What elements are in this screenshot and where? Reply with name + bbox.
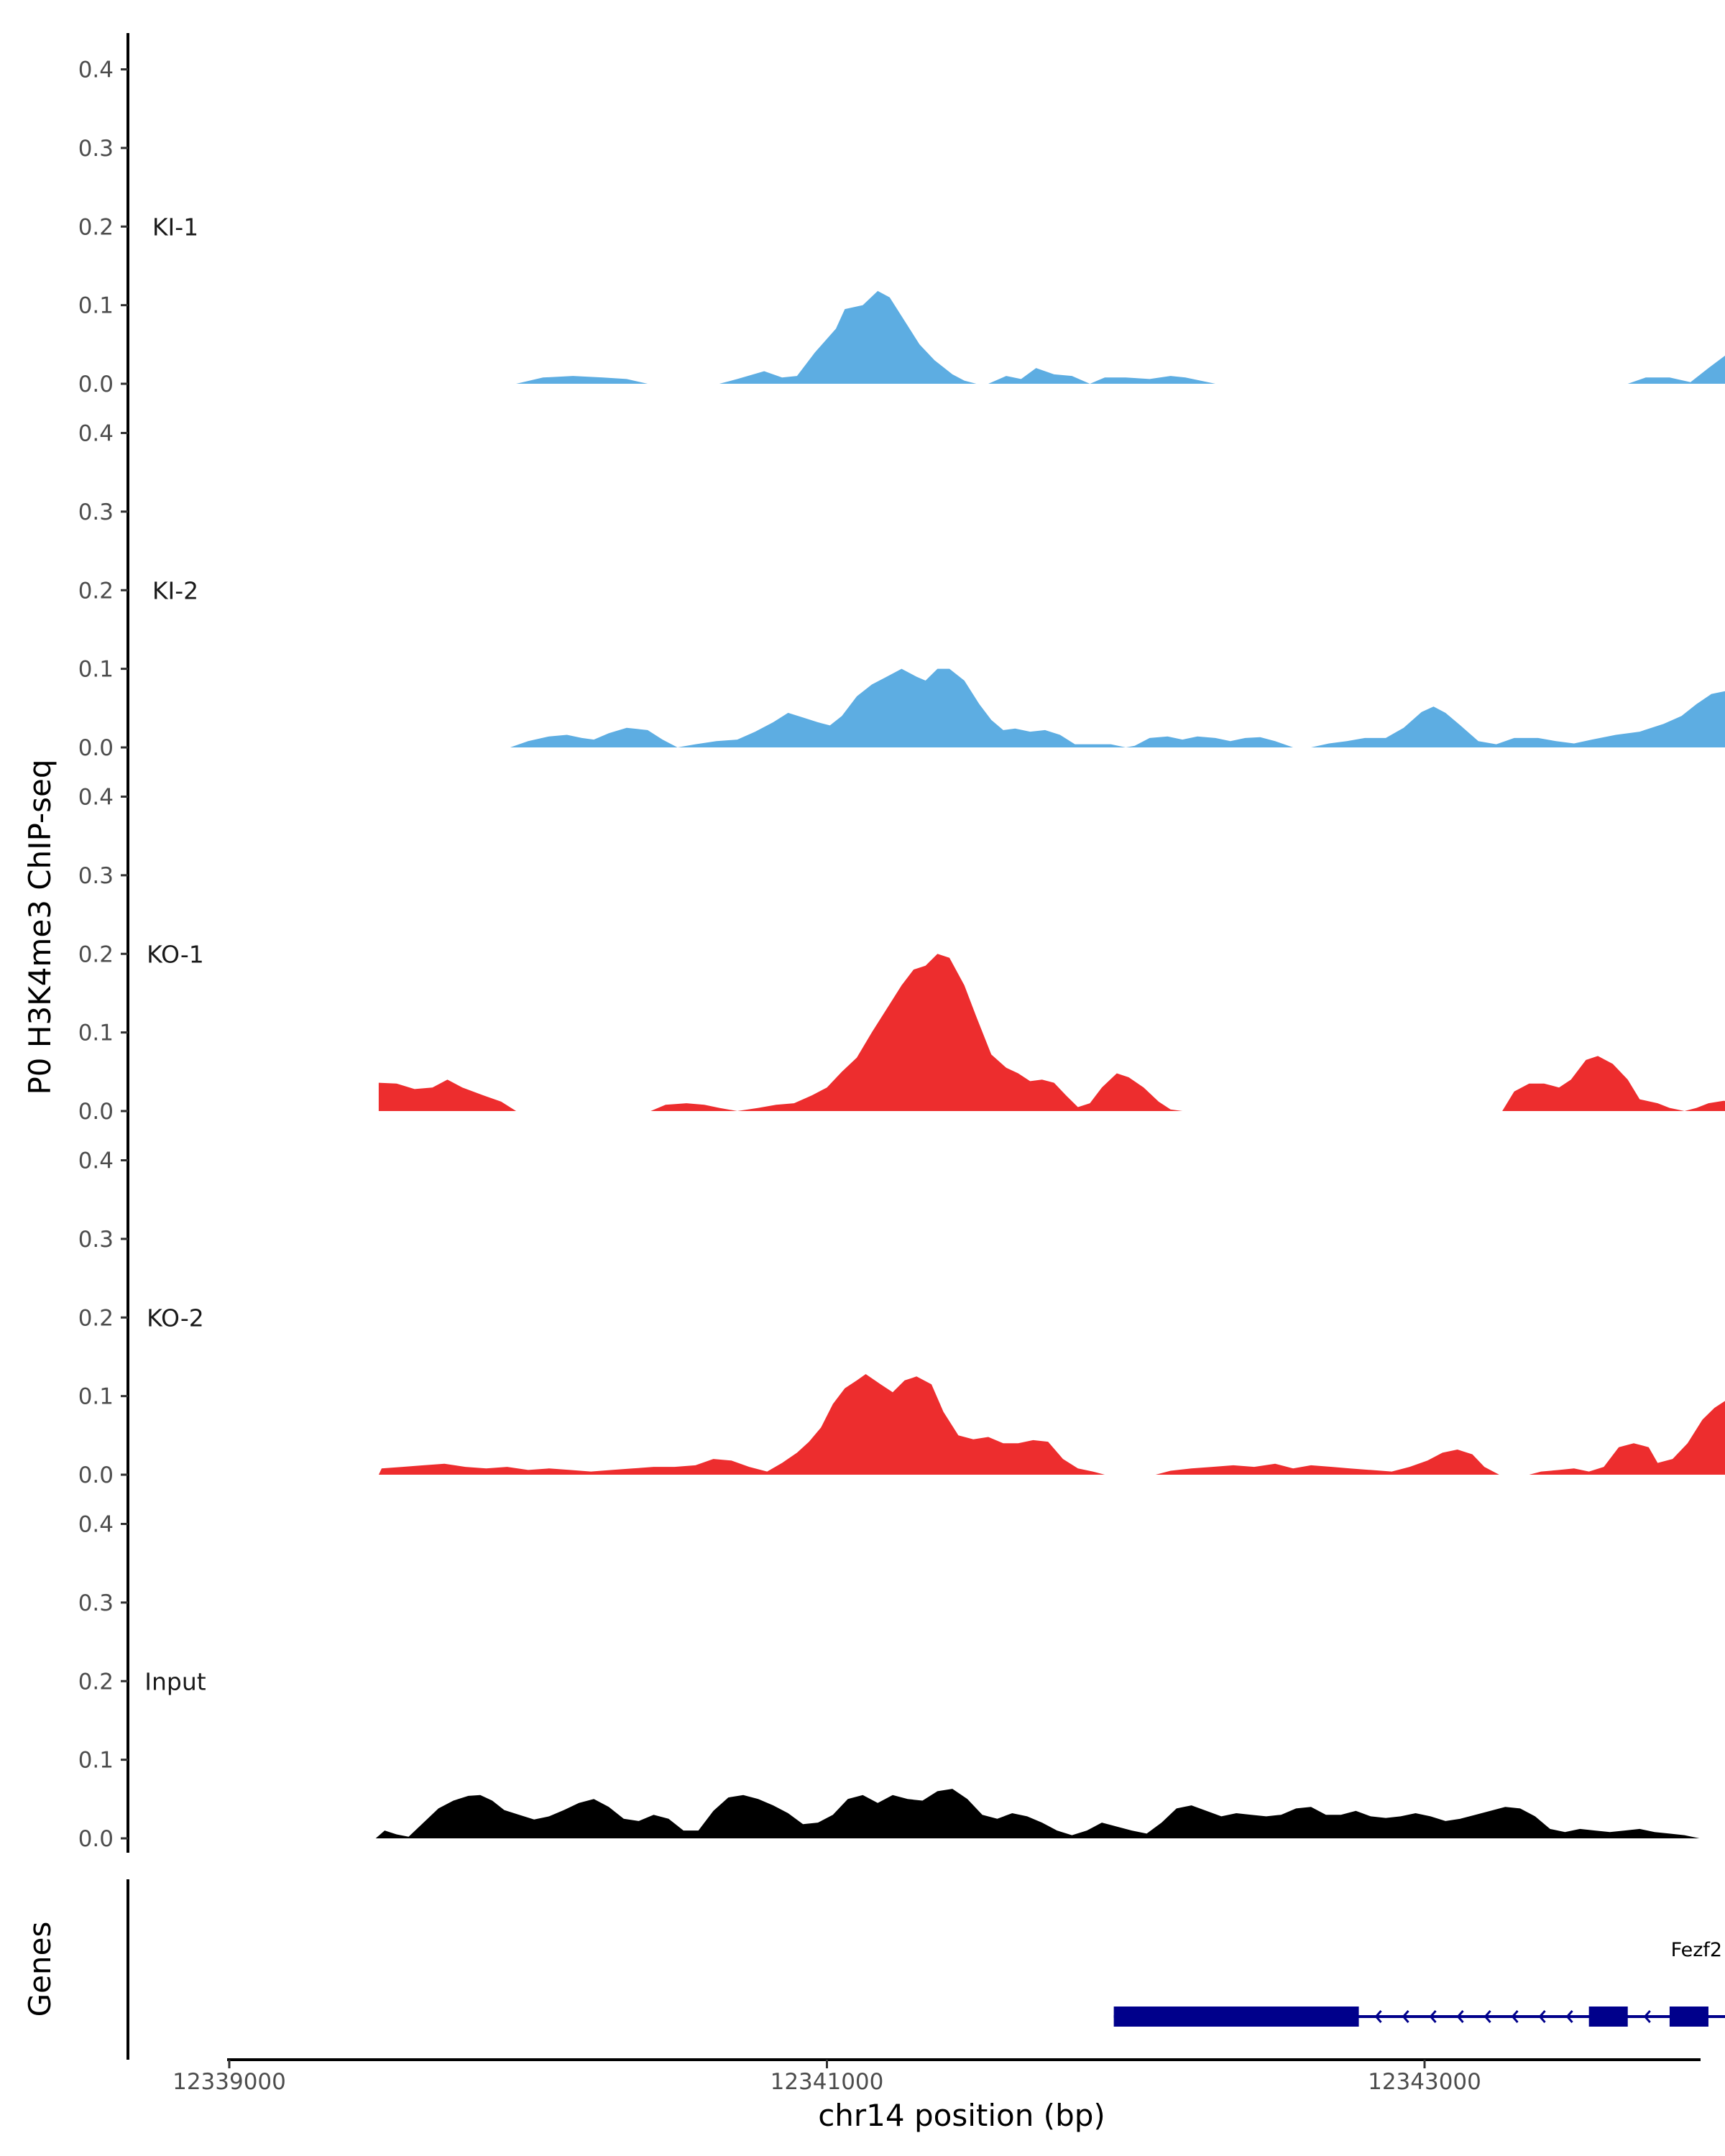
strand-arrow [1538, 2010, 1546, 2023]
signal-area-segment [1627, 355, 1725, 384]
track-label: KI-1 [152, 213, 198, 241]
signal-area-segment [510, 668, 1725, 747]
track-label: KO-2 [147, 1304, 204, 1332]
strand-arrow [1484, 2010, 1491, 2023]
y-tick-label: 0.3 [78, 1590, 114, 1616]
track-label: KO-1 [147, 940, 204, 968]
x-tick-label: 12341000 [770, 2069, 884, 2095]
y-tick-label: 0.2 [78, 1305, 114, 1331]
y-tick-label: 0.2 [78, 1669, 114, 1695]
signal-area-segment [375, 1789, 1700, 1838]
track-label: Input [144, 1667, 206, 1695]
strand-arrow [1374, 2010, 1382, 2023]
track-ko-1: 0.0 0.1 0.2 0.3 0.4 KO-1 [78, 760, 1725, 1125]
y-tick-label: 0.2 [78, 578, 114, 604]
signal-area-segment [1155, 1450, 1499, 1475]
track-input: 0.0 0.1 0.2 0.3 0.4 Input [78, 1488, 1700, 1853]
signal-area-segment [378, 1079, 517, 1111]
y-tick-label: 0.4 [78, 421, 114, 447]
gene-fezf2: Fezf2 [1113, 1939, 1725, 2027]
strand-arrow [1456, 2010, 1464, 2023]
y-tick-label: 0.0 [78, 372, 114, 397]
y-tick-label: 0.0 [78, 1826, 114, 1852]
y-tick-label: 0.0 [78, 1099, 114, 1125]
strand-arrow [1402, 2010, 1409, 2023]
signal-area-segment [650, 954, 1183, 1111]
y-tick-label: 0.1 [78, 657, 114, 683]
track-ki-1: 0.0 0.1 0.2 0.3 0.4 KI-1 [78, 33, 1725, 398]
strand-arrow [1643, 2010, 1651, 2023]
genes-panel: Fezf2 [126, 1879, 1725, 2060]
y-tick-label: 0.1 [78, 1021, 114, 1046]
y-tick-label: 0.1 [78, 293, 114, 319]
y-tick-label: 0.0 [78, 735, 114, 761]
y-tick-label: 0.3 [78, 499, 114, 525]
signal-area-segment [516, 376, 648, 384]
y-tick-label: 0.1 [78, 1748, 114, 1774]
x-axis-title: chr14 position (bp) [818, 2098, 1105, 2133]
strand-arrow [1511, 2010, 1519, 2023]
signal-area-segment [1502, 1056, 1725, 1111]
track-ki-2: 0.0 0.1 0.2 0.3 0.4 KI-2 [78, 397, 1725, 762]
y-tick-label: 0.3 [78, 136, 114, 162]
signal-tracks: 0.00.10.20.30.4KI-10.00.10.20.30.4KI-20.… [78, 33, 1725, 1853]
y-tick-label: 0.2 [78, 214, 114, 240]
signal-area-segment [719, 290, 1215, 384]
y-tick-label: 0.1 [78, 1384, 114, 1410]
signal-area-segment [378, 1374, 1105, 1475]
y-tick-label: 0.4 [78, 1148, 114, 1174]
track-label: KI-2 [152, 576, 198, 604]
strand-arrow [1429, 2010, 1437, 2023]
strand-arrow [1565, 2010, 1573, 2023]
track-ko-2: 0.0 0.1 0.2 0.3 0.4 KO-2 [78, 1124, 1725, 1489]
x-axis: 1233900012341000123430001234500012347000 [172, 2058, 1701, 2095]
signal-area-segment [1529, 1401, 1725, 1475]
y-tick-label: 0.3 [78, 1227, 114, 1253]
y-tick-label: 0.4 [78, 1512, 114, 1538]
y-tick-label: 0.4 [78, 785, 114, 811]
x-tick-label: 12343000 [1368, 2069, 1481, 2095]
y-tick-label: 0.2 [78, 941, 114, 967]
y-tick-label: 0.4 [78, 57, 114, 83]
x-tick-label: 12339000 [172, 2069, 286, 2095]
y-axis-title: P0 H3K4me3 ChIP-seq [22, 759, 58, 1095]
genes-axis-title: Genes [22, 1922, 58, 2017]
gene-name-label: Fezf2 [1671, 1939, 1723, 1961]
y-tick-label: 0.3 [78, 863, 114, 889]
gene-exon [1113, 2007, 1359, 2027]
gene-exon [1669, 2007, 1708, 2027]
gene-exon [1588, 2007, 1628, 2027]
y-tick-label: 0.0 [78, 1462, 114, 1488]
